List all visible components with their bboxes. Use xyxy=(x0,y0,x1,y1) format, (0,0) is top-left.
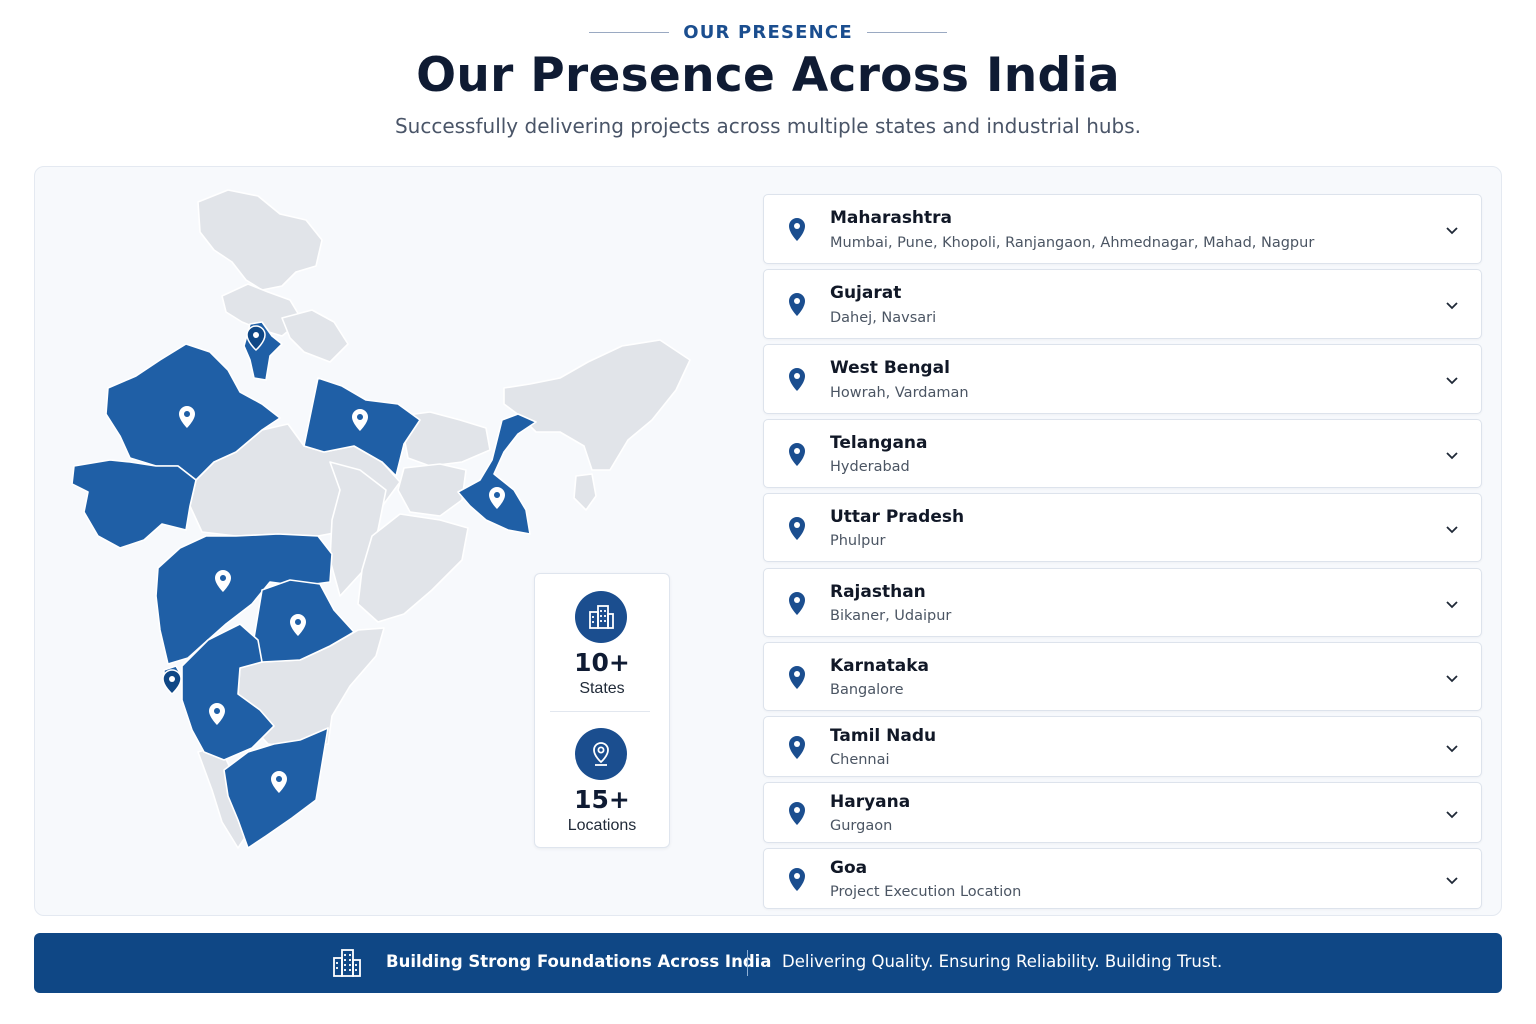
location-pin-icon xyxy=(789,802,805,825)
location-item-tamil-nadu[interactable]: Tamil Nadu Chennai xyxy=(763,716,1482,777)
location-state: Goa xyxy=(830,858,868,878)
location-cities: Hyderabad xyxy=(830,459,910,475)
location-state: West Bengal xyxy=(830,358,950,378)
location-item-uttar-pradesh[interactable]: Uttar Pradesh Phulpur xyxy=(763,493,1482,562)
location-pin-icon xyxy=(789,293,805,316)
stat-states-value: 10+ xyxy=(574,648,630,677)
location-pin-icon xyxy=(789,443,805,466)
map-pins xyxy=(179,406,505,793)
location-cities: Dahej, Navsari xyxy=(830,310,937,326)
location-state: Haryana xyxy=(830,792,911,812)
map-state-gujarat xyxy=(71,459,197,549)
location-item-maharashtra[interactable]: Maharashtra Mumbai, Pune, Khopoli, Ranja… xyxy=(763,194,1482,264)
india-map xyxy=(71,189,691,849)
location-cities: Gurgaon xyxy=(830,818,893,834)
eyebrow-line-right xyxy=(866,31,947,33)
chevron-down-icon[interactable] xyxy=(1445,807,1459,821)
location-pin-icon xyxy=(789,592,805,615)
location-state: Tamil Nadu xyxy=(830,726,937,746)
location-pin-icon xyxy=(789,666,805,689)
eyebrow-line-left xyxy=(589,31,670,33)
map-state-northeast xyxy=(503,339,691,471)
map-pin-tamil-nadu xyxy=(271,771,287,793)
section-eyebrow: OUR PRESENCE xyxy=(0,18,1536,46)
map-state-west-bengal xyxy=(457,413,537,535)
map-pin-rajasthan xyxy=(179,406,195,428)
map-state-jammu-kashmir xyxy=(197,189,323,291)
chevron-down-icon[interactable] xyxy=(1445,298,1459,312)
location-cities: Howrah, Vardaman xyxy=(830,385,969,401)
location-item-gujarat[interactable]: Gujarat Dahej, Navsari xyxy=(763,269,1482,339)
location-item-karnataka[interactable]: Karnataka Bangalore xyxy=(763,642,1482,711)
location-item-goa[interactable]: Goa Project Execution Location xyxy=(763,848,1482,909)
location-pin-icon xyxy=(789,368,805,391)
location-cities: Project Execution Location xyxy=(830,884,1022,900)
map-state-karnataka xyxy=(181,623,275,761)
chevron-down-icon[interactable] xyxy=(1445,597,1459,611)
location-cities: Bangalore xyxy=(830,682,904,698)
location-cities: Mumbai, Pune, Khopoli, Ranjangaon, Ahmed… xyxy=(830,235,1315,251)
location-state: Karnataka xyxy=(830,656,929,676)
location-item-rajasthan[interactable]: Rajasthan Bikaner, Udaipur xyxy=(763,568,1482,637)
chevron-down-icon[interactable] xyxy=(1445,373,1459,387)
location-state: Maharashtra xyxy=(830,208,953,228)
location-cities: Bikaner, Udaipur xyxy=(830,608,952,624)
location-state: Gujarat xyxy=(830,283,902,303)
location-pin-icon xyxy=(789,517,805,540)
footer-tagline: Building Strong Foundations Across India xyxy=(386,952,772,971)
chevron-down-icon[interactable] xyxy=(1445,741,1459,755)
map-state-bihar xyxy=(399,411,491,467)
location-state: Telangana xyxy=(830,433,928,453)
location-pin-icon xyxy=(575,728,627,780)
location-pin-icon xyxy=(789,218,805,241)
chevron-down-icon[interactable] xyxy=(1445,873,1459,887)
map-state-chhattisgarh xyxy=(329,461,387,597)
location-cities: Chennai xyxy=(830,752,890,768)
eyebrow-text: OUR PRESENCE xyxy=(683,21,853,43)
map-state-tripura xyxy=(573,473,597,511)
location-cities: Phulpur xyxy=(830,533,886,549)
footer-banner: Building Strong Foundations Across India… xyxy=(34,933,1502,993)
location-item-west-bengal[interactable]: West Bengal Howrah, Vardaman xyxy=(763,344,1482,414)
stat-locations-value: 15+ xyxy=(574,785,630,814)
chevron-down-icon[interactable] xyxy=(1445,223,1459,237)
map-state-uttarakhand xyxy=(281,309,349,363)
map-pin-telangana xyxy=(290,614,306,636)
location-pin-icon xyxy=(789,736,805,759)
chevron-down-icon[interactable] xyxy=(1445,522,1459,536)
chevron-down-icon[interactable] xyxy=(1445,448,1459,462)
buildings-icon xyxy=(333,949,361,977)
stat-states-label: States xyxy=(579,680,625,697)
stat-locations-label: Locations xyxy=(567,817,637,834)
footer-divider xyxy=(747,950,748,976)
footer-message: Delivering Quality. Ensuring Reliability… xyxy=(782,952,1223,971)
map-pin-karnataka xyxy=(209,703,225,725)
location-state: Uttar Pradesh xyxy=(830,507,965,527)
stats-divider xyxy=(550,711,650,712)
location-item-haryana[interactable]: Haryana Gurgaon xyxy=(763,782,1482,843)
stats-card: 10+ States 15+ Locations xyxy=(534,573,670,848)
buildings-icon xyxy=(575,591,627,643)
map-pin-uttar-pradesh xyxy=(352,409,368,431)
map-pin-maharashtra xyxy=(215,570,231,592)
page-title: Our Presence Across India xyxy=(416,48,1120,103)
map-state-jharkhand xyxy=(397,463,467,517)
location-item-telangana[interactable]: Telangana Hyderabad xyxy=(763,419,1482,488)
map-pins-dark xyxy=(162,325,266,696)
location-pin-icon xyxy=(789,868,805,891)
chevron-down-icon[interactable] xyxy=(1445,671,1459,685)
map-state-odisha xyxy=(357,513,469,623)
page-subtitle: Successfully delivering projects across … xyxy=(394,114,1142,138)
map-pin-west-bengal xyxy=(489,487,505,509)
location-state: Rajasthan xyxy=(830,582,926,602)
